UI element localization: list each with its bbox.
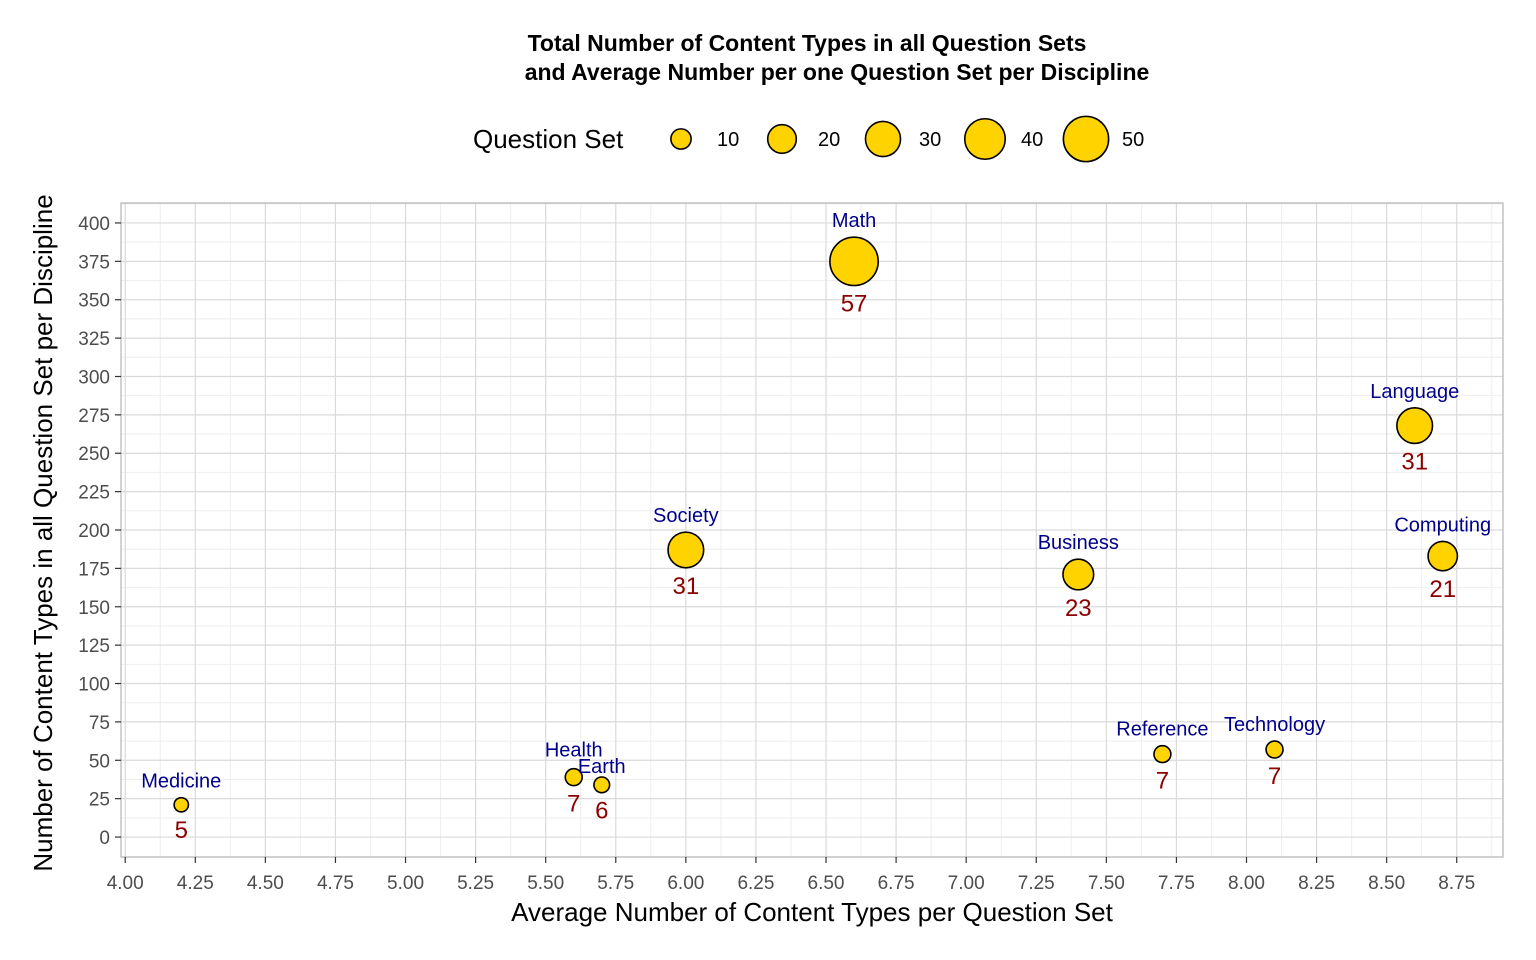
x-axis: 4.00 4.25 4.50 4.75 5.00 5.25 5.50 5.75 6.00 6.25… <box>107 857 1475 894</box>
x-tick-label: 8.50 <box>1368 873 1405 894</box>
x-tick-label: 8.25 <box>1298 873 1335 894</box>
legend-size-label: 30 <box>919 129 941 151</box>
point-count-label: 7 <box>1156 768 1169 795</box>
x-tick-label: 7.25 <box>1018 873 1055 894</box>
point-count-label: 5 <box>175 817 188 844</box>
point-count-label: 7 <box>567 791 580 818</box>
x-tick-label: 4.75 <box>317 873 354 894</box>
x-tick-label: 6.25 <box>737 873 774 894</box>
point-name-label: Computing <box>1394 514 1491 536</box>
legend-size-key <box>766 123 798 155</box>
y-tick-label: 375 <box>78 252 110 273</box>
point-count-label: 31 <box>673 573 700 600</box>
y-tick-label: 300 <box>78 367 110 388</box>
point-count-label: 7 <box>1268 763 1281 790</box>
x-tick-label: 5.00 <box>387 873 424 894</box>
data-point <box>173 796 190 813</box>
point-name-label: Technology <box>1224 714 1325 736</box>
x-tick-label: 8.00 <box>1228 873 1265 894</box>
legend-size-label: 20 <box>818 129 840 151</box>
legend-size-label: 10 <box>717 129 739 151</box>
y-axis-title: Number of Content Types in all Question … <box>28 194 58 871</box>
x-tick-label: 5.75 <box>597 873 634 894</box>
legend-size-label: 50 <box>1122 129 1144 151</box>
x-tick-label: 4.00 <box>107 873 144 894</box>
legend-size-key <box>864 120 902 158</box>
y-tick-label: 250 <box>78 444 110 465</box>
data-points: Medicine 5 Health 7 Earth 6 Society 31 Math 57 Bus… <box>141 210 1491 844</box>
point-count-label: 57 <box>841 290 868 317</box>
data-point <box>829 236 880 287</box>
y-axis: 0 25 50 75 100 125 150 175 200 225 250 275 300 325 350… <box>78 214 121 849</box>
y-tick-label: 25 <box>89 790 110 811</box>
legend-size-key <box>1062 115 1110 163</box>
y-tick-label: 275 <box>78 406 110 427</box>
y-tick-label: 200 <box>78 521 110 542</box>
y-tick-label: 175 <box>78 559 110 580</box>
y-tick-label: 125 <box>78 636 110 657</box>
data-point <box>667 531 705 569</box>
point-name-label: Medicine <box>141 771 221 793</box>
point-count-label: 23 <box>1065 595 1092 622</box>
point-name-label: Reference <box>1116 719 1208 741</box>
data-point <box>564 767 583 787</box>
x-tick-label: 6.75 <box>878 873 915 894</box>
x-tick-label: 5.25 <box>457 873 494 894</box>
x-tick-label: 4.25 <box>177 873 214 894</box>
x-tick-label: 7.50 <box>1088 873 1125 894</box>
y-tick-label: 350 <box>78 291 110 312</box>
chart-title: Total Number of Content Types in all Que… <box>528 30 1087 56</box>
y-tick-label: 75 <box>89 713 110 734</box>
y-tick-label: 150 <box>78 598 110 619</box>
point-count-label: 6 <box>595 798 608 825</box>
data-point <box>1153 744 1172 764</box>
y-tick-label: 0 <box>99 828 110 849</box>
x-tick-label: 4.50 <box>247 873 284 894</box>
y-tick-label: 100 <box>78 675 110 696</box>
data-point <box>1265 740 1284 759</box>
y-tick-label: 400 <box>78 214 110 235</box>
major-gridlines <box>121 203 1503 857</box>
point-count-label: 21 <box>1429 576 1456 603</box>
x-axis-title: Average Number of Content Types per Ques… <box>511 897 1113 927</box>
point-name-label: Health <box>545 740 603 762</box>
legend-size-label: 40 <box>1021 129 1043 151</box>
x-tick-label: 8.75 <box>1438 873 1475 894</box>
x-tick-label: 7.75 <box>1158 873 1195 894</box>
x-tick-label: 7.00 <box>948 873 985 894</box>
point-count-label: 31 <box>1401 448 1428 475</box>
legend-size-key <box>670 128 692 150</box>
data-point <box>1062 558 1095 591</box>
y-tick-label: 325 <box>78 329 110 350</box>
data-point <box>593 776 611 794</box>
x-tick-label: 6.50 <box>808 873 845 894</box>
point-name-label: Business <box>1038 532 1119 554</box>
chart-subtitle: and Average Number per one Question Set … <box>525 59 1150 85</box>
x-tick-label: 5.50 <box>527 873 564 894</box>
data-point <box>1427 540 1459 572</box>
point-name-label: Language <box>1370 381 1459 403</box>
y-tick-label: 225 <box>78 483 110 504</box>
point-name-label: Math <box>832 210 876 232</box>
point-name-label: Society <box>653 505 719 527</box>
legend-size-key <box>963 117 1007 161</box>
data-point <box>1396 406 1434 445</box>
x-tick-label: 6.00 <box>667 873 704 894</box>
y-tick-label: 50 <box>89 751 110 772</box>
legend-title: Question Set <box>473 124 624 154</box>
point-name-label: Earth <box>578 756 626 778</box>
size-legend: Question Set 10 20 30 40 50 <box>473 115 1144 163</box>
